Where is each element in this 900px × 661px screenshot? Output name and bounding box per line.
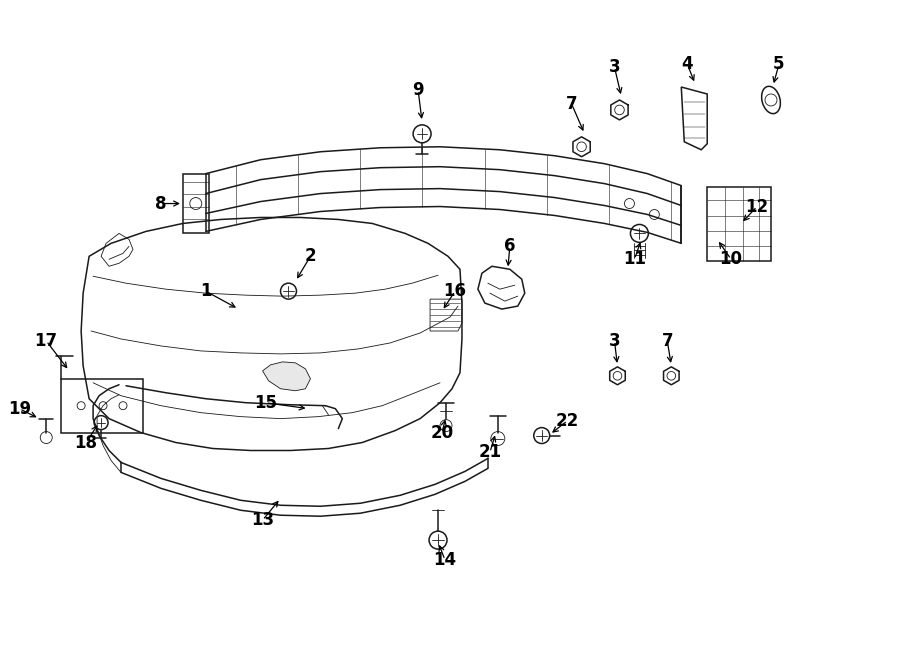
Text: 16: 16 — [444, 282, 466, 300]
Text: 2: 2 — [304, 247, 316, 265]
Text: 12: 12 — [745, 198, 769, 215]
Text: 4: 4 — [681, 55, 693, 73]
Text: 11: 11 — [623, 251, 646, 268]
Text: 13: 13 — [251, 511, 274, 529]
Text: 19: 19 — [8, 400, 31, 418]
Text: 17: 17 — [35, 332, 58, 350]
Text: 22: 22 — [556, 412, 580, 430]
Text: 9: 9 — [412, 81, 424, 99]
Text: 15: 15 — [254, 394, 277, 412]
Text: 14: 14 — [434, 551, 456, 569]
Polygon shape — [263, 362, 310, 391]
Text: 1: 1 — [200, 282, 212, 300]
Text: 20: 20 — [430, 424, 454, 442]
Text: 7: 7 — [662, 332, 673, 350]
Text: 7: 7 — [566, 95, 578, 113]
Text: 18: 18 — [75, 434, 97, 451]
Text: 3: 3 — [608, 332, 620, 350]
Text: 3: 3 — [608, 58, 620, 76]
Text: 10: 10 — [720, 251, 742, 268]
Text: 21: 21 — [478, 444, 501, 461]
Text: 5: 5 — [773, 55, 785, 73]
Text: 6: 6 — [504, 237, 516, 255]
Text: 8: 8 — [155, 194, 166, 213]
